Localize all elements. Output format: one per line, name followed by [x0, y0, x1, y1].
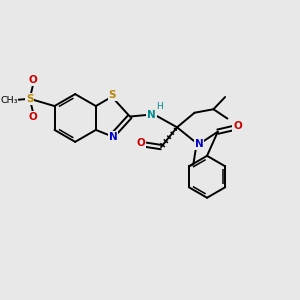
Text: N: N — [109, 132, 117, 142]
Text: O: O — [29, 112, 38, 122]
Text: O: O — [233, 121, 242, 131]
Text: O: O — [137, 138, 146, 148]
Text: CH₃: CH₃ — [0, 96, 18, 105]
Text: S: S — [109, 90, 116, 100]
Text: O: O — [29, 75, 38, 85]
Text: H: H — [156, 102, 162, 111]
Text: S: S — [26, 94, 34, 104]
Text: N: N — [147, 110, 156, 120]
Text: N: N — [195, 139, 204, 149]
